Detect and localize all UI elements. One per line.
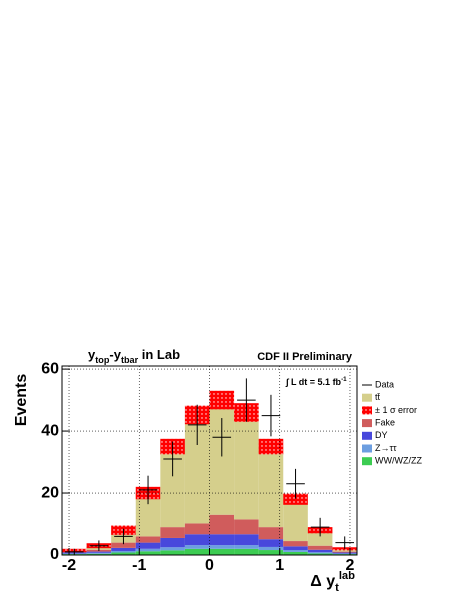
x-axis-label: Δ ytlab (310, 570, 355, 594)
experiment-label: CDF II Preliminary (257, 351, 353, 363)
y-tick-label: 40 (41, 422, 59, 439)
x-tick-label: -1 (132, 557, 146, 574)
text-part: ∫ L dt = 5.1 fb (285, 377, 342, 387)
text-part: top (95, 355, 110, 365)
legend-label: DY (375, 430, 388, 440)
x-tick-label: 2 (346, 557, 355, 574)
bar-segment (258, 550, 284, 555)
bar-segment (283, 546, 308, 551)
legend-swatch (362, 406, 372, 415)
luminosity: ∫ L dt = 5.1 fb-1 (285, 376, 347, 387)
y-tick-label: 20 (41, 484, 59, 501)
bar-segment (160, 547, 185, 551)
bar-segment (234, 412, 259, 520)
bar-segment (258, 546, 284, 551)
bar-segment (160, 537, 185, 548)
y-axis-label: Events (13, 374, 30, 427)
y-tick-label: 0 (50, 546, 59, 563)
bar-segment (283, 499, 308, 542)
text-part: Δ y (310, 573, 335, 590)
legend-swatch (362, 457, 372, 466)
y-tick-label: 60 (41, 360, 59, 377)
x-tick-label: -2 (62, 557, 76, 574)
bar-segment (184, 534, 210, 546)
bar-segment (234, 545, 259, 549)
bar-segment (135, 551, 161, 555)
bar-segment (160, 550, 185, 555)
legend-label: tt̄ (375, 392, 381, 402)
legend-label: Data (375, 379, 394, 389)
chart-title: ytop-ytbar in Lab (88, 347, 180, 365)
bar-segment (234, 519, 259, 535)
bar-segment (307, 553, 333, 555)
bar-segment (307, 545, 333, 550)
plot-area (61, 365, 358, 556)
bar-segment (111, 550, 136, 553)
bar-segment (283, 550, 308, 552)
legend-swatch (362, 419, 372, 428)
legend-label: WW/WZ/ZZ (375, 456, 422, 466)
bar-segment (184, 523, 210, 535)
x-tick-label: 0 (205, 557, 214, 574)
text-part: -y (109, 347, 121, 362)
bar-segment (258, 527, 284, 540)
bar-segment (111, 542, 136, 548)
text-part: y (88, 347, 96, 362)
bar-segment (258, 539, 284, 547)
legend-swatch (362, 444, 372, 453)
text-part: in Lab (138, 347, 180, 362)
legend-swatch (362, 431, 372, 440)
text-part: t (335, 582, 339, 594)
legend-swatch (362, 393, 372, 402)
bar-segment (184, 548, 210, 555)
x-tick-label: 1 (275, 557, 284, 574)
bar-segment (135, 542, 161, 549)
bar-segment (135, 548, 161, 552)
bar-segment (209, 534, 235, 546)
bar-segment (209, 548, 235, 555)
error-band (209, 390, 235, 410)
bar-segment (332, 553, 357, 555)
text-part: lab (339, 570, 355, 582)
error-band (283, 493, 308, 505)
bar-segment (135, 536, 161, 543)
bar-segment (332, 552, 357, 554)
bar-segment (283, 541, 308, 547)
text-part: tbar (121, 355, 139, 365)
text-part: -1 (341, 376, 347, 383)
bar-segment (86, 553, 112, 555)
bar-segment (307, 552, 333, 554)
legend-label: Z→ττ (375, 443, 397, 453)
bar-segment (86, 551, 112, 553)
bar-segment (209, 400, 235, 515)
bar-segment (111, 547, 136, 551)
bar-segment (283, 551, 308, 555)
bar-segment (160, 527, 185, 538)
bar-segment (258, 446, 284, 528)
bar-segment (307, 530, 333, 546)
legend-label: ± 1 σ error (375, 405, 417, 415)
bar-segment (332, 551, 357, 553)
bar-segment (234, 548, 259, 555)
bar-segment (209, 545, 235, 549)
bar-segment (307, 549, 333, 553)
bar-segment (209, 514, 235, 535)
bar-segment (234, 534, 259, 546)
bar-segment (111, 552, 136, 555)
bar-segment (184, 545, 210, 549)
error-band (258, 438, 284, 455)
legend-label: Fake (375, 417, 395, 427)
bar-segment (86, 552, 112, 554)
